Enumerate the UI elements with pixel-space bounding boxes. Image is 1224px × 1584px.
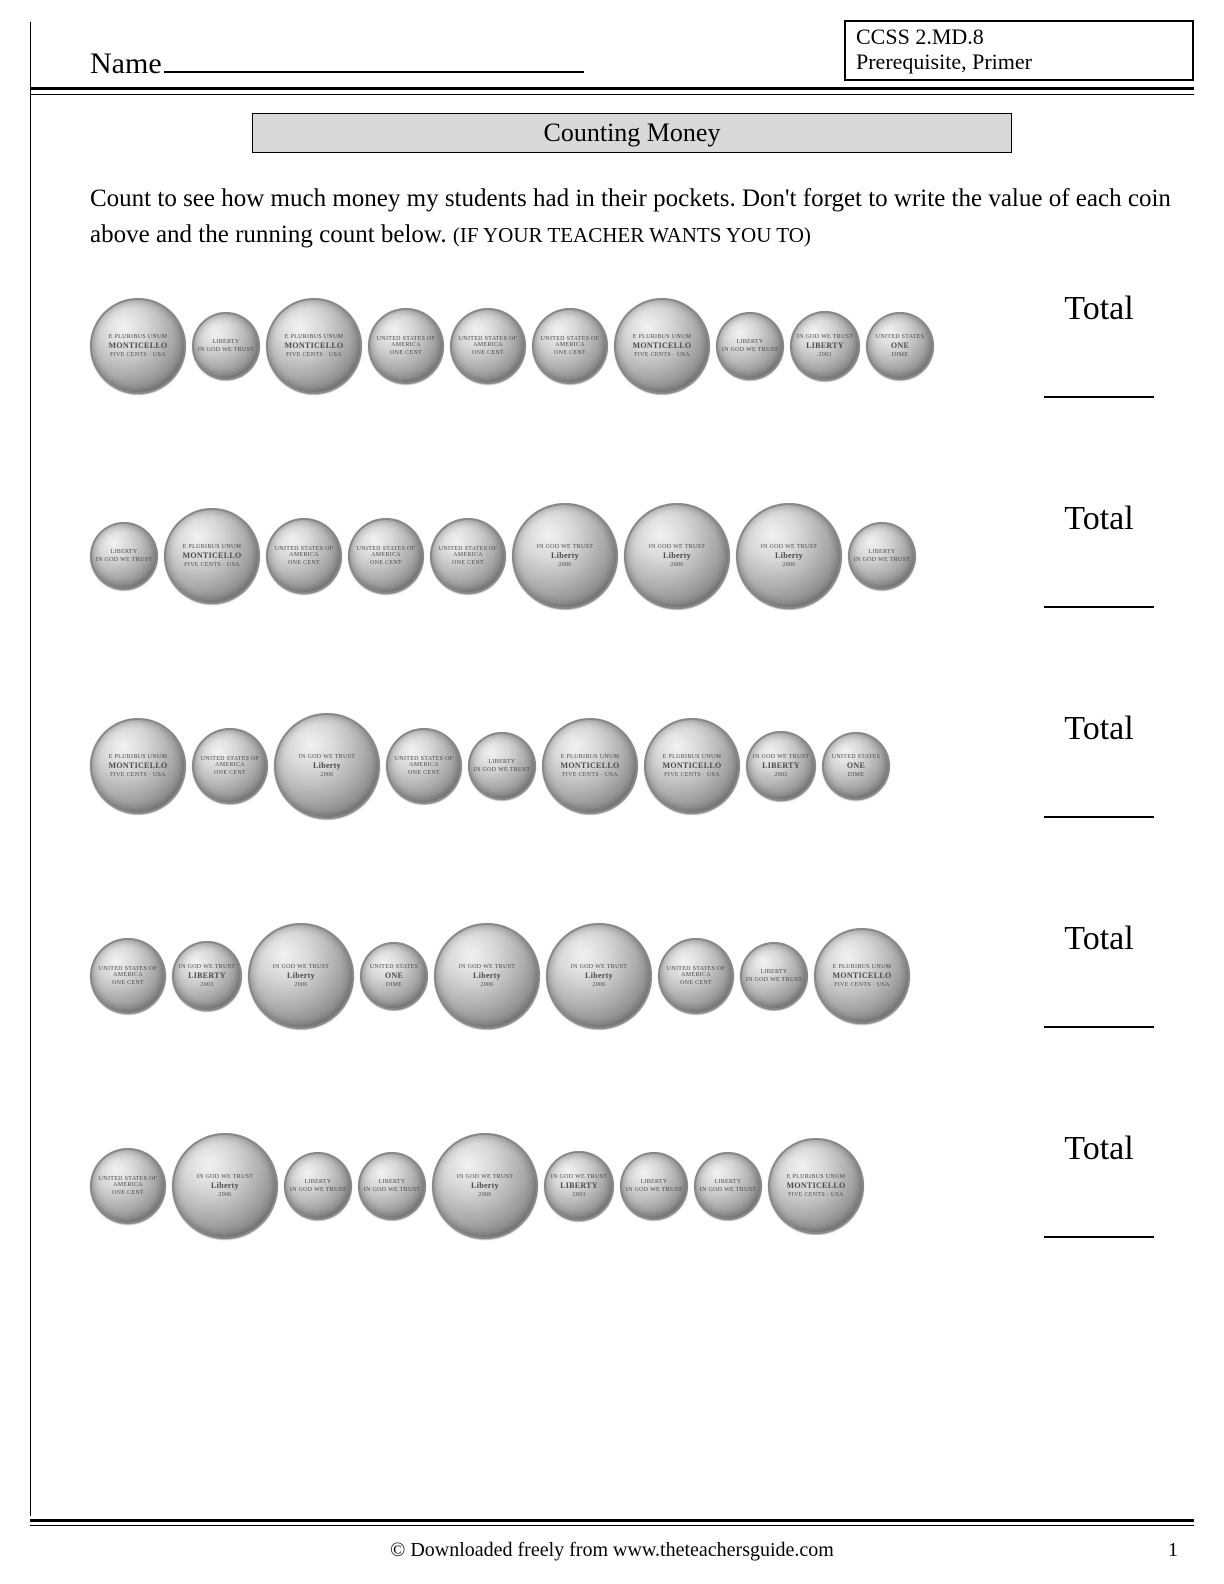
coin-nickel_back: E PLURIBUS UNUMMONTICELLOFIVE CENTS · US… [814, 928, 910, 1024]
coin-dime_front: LIBERTYIN GOD WE TRUST [358, 1152, 426, 1220]
coin-penny_front: IN GOD WE TRUSTLIBERTY2003 [790, 311, 860, 381]
header-row: Name CCSS 2.MD.8 Prerequisite, Primer [30, 20, 1194, 90]
coin-nickel_back: E PLURIBUS UNUMMONTICELLOFIVE CENTS · US… [768, 1138, 864, 1234]
coin-nickel_front: IN GOD WE TRUSTLiberty2006 [512, 503, 618, 609]
coin-penny_back: UNITED STATES OF AMERICAONE CENT [90, 938, 166, 1014]
coin-penny_back: UNITED STATES OF AMERICAONE CENT [386, 728, 462, 804]
coin-penny_front: IN GOD WE TRUSTLIBERTY2003 [172, 941, 242, 1011]
coin-nickel_front: IN GOD WE TRUSTLiberty2006 [624, 503, 730, 609]
coin-dime_front: LIBERTYIN GOD WE TRUST [192, 312, 260, 380]
coin-nickel_front: IN GOD WE TRUSTLiberty2006 [248, 923, 354, 1029]
total-label: Total [1024, 920, 1174, 958]
coin-row: E PLURIBUS UNUMMONTICELLOFIVE CENTS · US… [90, 271, 1174, 421]
coin-penny_back: UNITED STATES OF AMERICAONE CENT [192, 728, 268, 804]
coin-dime_front: LIBERTYIN GOD WE TRUST [716, 312, 784, 380]
left-margin-rule [30, 22, 31, 1516]
coin-nickel_back: E PLURIBUS UNUMMONTICELLOFIVE CENTS · US… [90, 298, 186, 394]
instructions: Count to see how much money my students … [90, 181, 1174, 254]
standards-line-2: Prerequisite, Primer [856, 49, 1182, 74]
total-label: Total [1024, 500, 1174, 538]
coin-group: LIBERTYIN GOD WE TRUSTE PLURIBUS UNUMMON… [90, 503, 1006, 609]
coin-nickel_front: IN GOD WE TRUSTLiberty2006 [172, 1133, 278, 1239]
coin-dime_front: LIBERTYIN GOD WE TRUST [284, 1152, 352, 1220]
footer-text: © Downloaded freely from www.theteachers… [0, 1539, 1224, 1562]
coin-dime_front: LIBERTYIN GOD WE TRUST [620, 1152, 688, 1220]
coin-dime_back: UNITED STATESONEDIME [360, 942, 428, 1010]
coin-nickel_back: E PLURIBUS UNUMMONTICELLOFIVE CENTS · US… [266, 298, 362, 394]
total-blank-line[interactable] [1044, 816, 1154, 818]
footer-rule [30, 1519, 1194, 1522]
coin-nickel_front: IN GOD WE TRUSTLiberty2006 [432, 1133, 538, 1239]
coin-penny_back: UNITED STATES OF AMERICAONE CENT [430, 518, 506, 594]
instructions-note: (IF YOUR TEACHER WANTS YOU TO) [453, 223, 811, 247]
coin-penny_back: UNITED STATES OF AMERICAONE CENT [532, 308, 608, 384]
coin-row: UNITED STATES OF AMERICAONE CENTIN GOD W… [90, 901, 1174, 1051]
coin-dime_back: UNITED STATESONEDIME [866, 312, 934, 380]
coin-dime_front: LIBERTYIN GOD WE TRUST [90, 522, 158, 590]
coin-penny_back: UNITED STATES OF AMERICAONE CENT [348, 518, 424, 594]
header-thin-rule [30, 94, 1194, 95]
total-label: Total [1024, 710, 1174, 748]
coin-nickel_back: E PLURIBUS UNUMMONTICELLOFIVE CENTS · US… [542, 718, 638, 814]
coin-nickel_back: E PLURIBUS UNUMMONTICELLOFIVE CENTS · US… [90, 718, 186, 814]
coin-penny_front: IN GOD WE TRUSTLIBERTY2003 [746, 731, 816, 801]
coin-penny_back: UNITED STATES OF AMERICAONE CENT [658, 938, 734, 1014]
standards-box: CCSS 2.MD.8 Prerequisite, Primer [844, 20, 1194, 81]
coin-dime_front: LIBERTYIN GOD WE TRUST [848, 522, 916, 590]
footer-thin-rule [30, 1525, 1194, 1526]
total-blank-line[interactable] [1044, 396, 1154, 398]
content-area: Counting Money Count to see how much mon… [90, 113, 1174, 1262]
coin-nickel_back: E PLURIBUS UNUMMONTICELLOFIVE CENTS · US… [644, 718, 740, 814]
total-label: Total [1024, 1130, 1174, 1168]
coin-row: E PLURIBUS UNUMMONTICELLOFIVE CENTS · US… [90, 691, 1174, 841]
total-column: Total [1024, 1130, 1174, 1243]
coin-dime_front: LIBERTYIN GOD WE TRUST [468, 732, 536, 800]
coin-nickel_back: E PLURIBUS UNUMMONTICELLOFIVE CENTS · US… [614, 298, 710, 394]
coin-group: UNITED STATES OF AMERICAONE CENTIN GOD W… [90, 923, 1006, 1029]
total-blank-line[interactable] [1044, 1236, 1154, 1238]
coin-nickel_front: IN GOD WE TRUSTLiberty2006 [434, 923, 540, 1029]
total-blank-line[interactable] [1044, 1026, 1154, 1028]
coin-group: E PLURIBUS UNUMMONTICELLOFIVE CENTS · US… [90, 713, 1006, 819]
name-field: Name [90, 46, 584, 81]
total-column: Total [1024, 290, 1174, 403]
coin-row: LIBERTYIN GOD WE TRUSTE PLURIBUS UNUMMON… [90, 481, 1174, 631]
coin-nickel_front: IN GOD WE TRUSTLiberty2006 [546, 923, 652, 1029]
coin-nickel_front: IN GOD WE TRUSTLiberty2006 [736, 503, 842, 609]
standards-line-1: CCSS 2.MD.8 [856, 24, 1182, 49]
coin-group: E PLURIBUS UNUMMONTICELLOFIVE CENTS · US… [90, 298, 1006, 394]
coin-dime_front: LIBERTYIN GOD WE TRUST [694, 1152, 762, 1220]
coin-group: UNITED STATES OF AMERICAONE CENTIN GOD W… [90, 1133, 1006, 1239]
coin-dime_front: LIBERTYIN GOD WE TRUST [740, 942, 808, 1010]
coin-nickel_front: IN GOD WE TRUSTLiberty2006 [274, 713, 380, 819]
coin-nickel_back: E PLURIBUS UNUMMONTICELLOFIVE CENTS · US… [164, 508, 260, 604]
coin-rows: E PLURIBUS UNUMMONTICELLOFIVE CENTS · US… [90, 271, 1174, 1261]
coin-penny_front: IN GOD WE TRUSTLIBERTY2003 [544, 1151, 614, 1221]
worksheet-title: Counting Money [252, 113, 1012, 153]
total-blank-line[interactable] [1044, 606, 1154, 608]
coin-dime_back: UNITED STATESONEDIME [822, 732, 890, 800]
coin-penny_back: UNITED STATES OF AMERICAONE CENT [90, 1148, 166, 1224]
total-label: Total [1024, 290, 1174, 328]
name-label: Name [90, 47, 162, 81]
total-column: Total [1024, 920, 1174, 1033]
coin-row: UNITED STATES OF AMERICAONE CENTIN GOD W… [90, 1111, 1174, 1261]
coin-penny_back: UNITED STATES OF AMERICAONE CENT [266, 518, 342, 594]
coin-penny_back: UNITED STATES OF AMERICAONE CENT [368, 308, 444, 384]
coin-penny_back: UNITED STATES OF AMERICAONE CENT [450, 308, 526, 384]
total-column: Total [1024, 710, 1174, 823]
page-number: 1 [1168, 1539, 1178, 1562]
worksheet-page: Name CCSS 2.MD.8 Prerequisite, Primer Co… [0, 0, 1224, 1584]
total-column: Total [1024, 500, 1174, 613]
name-blank-line[interactable] [164, 46, 584, 73]
